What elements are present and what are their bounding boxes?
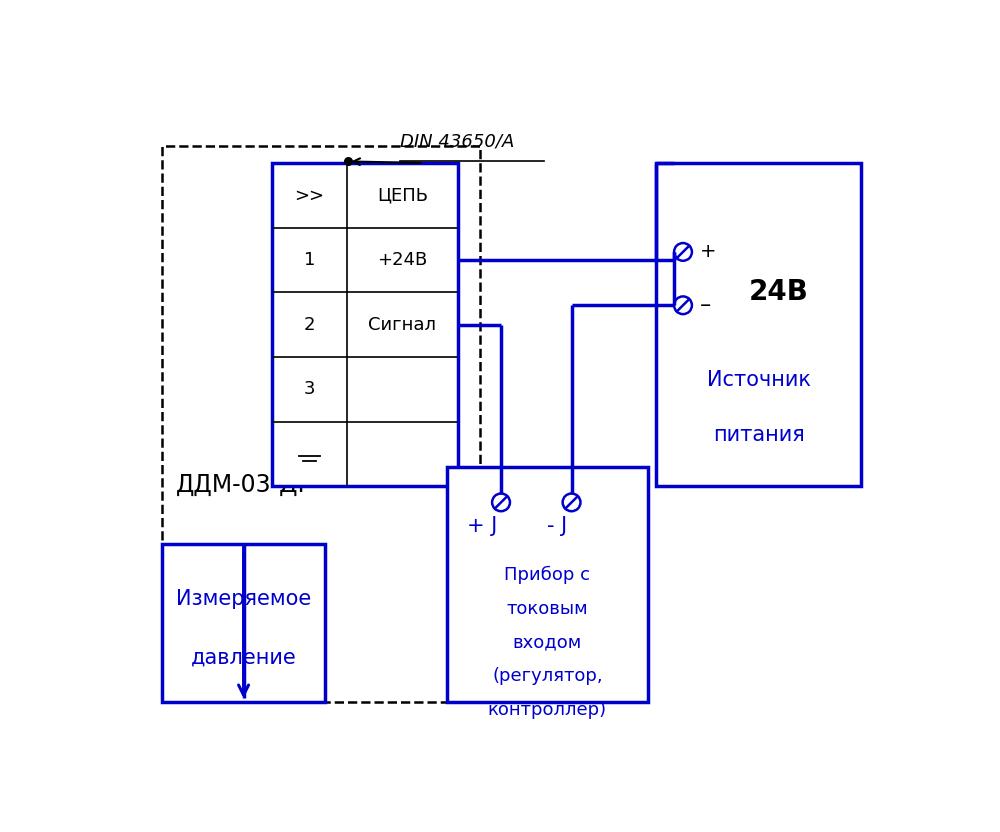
Text: +: + (700, 242, 717, 261)
Text: >>: >> (294, 186, 324, 205)
Text: Измеряемое: Измеряемое (176, 589, 311, 609)
Text: –: – (700, 295, 711, 315)
Bar (162, 146, 480, 702)
Text: Источник: Источник (707, 369, 811, 389)
Bar (656, 163, 861, 487)
Text: входом: входом (513, 633, 582, 651)
Bar (447, 467, 648, 702)
Text: токовым: токовым (507, 600, 588, 617)
Text: 3: 3 (304, 380, 315, 399)
Text: +24В: +24В (377, 251, 428, 269)
Text: 1: 1 (304, 251, 315, 269)
Bar (162, 544, 325, 702)
Text: Сигнал: Сигнал (368, 315, 436, 334)
Text: (регулятор,: (регулятор, (492, 667, 603, 686)
Text: 2: 2 (304, 315, 315, 334)
Text: давление: давление (191, 648, 296, 668)
Text: 24В: 24В (749, 279, 809, 306)
Text: ЦЕПЬ: ЦЕПЬ (377, 186, 428, 205)
Text: питания: питания (713, 424, 804, 444)
Text: Прибор с: Прибор с (504, 566, 590, 584)
Text: ДДМ-03-ДГ: ДДМ-03-ДГ (176, 473, 313, 498)
Text: - J: - J (547, 516, 568, 536)
Text: DIN 43650/A: DIN 43650/A (400, 132, 514, 151)
Text: + J: + J (467, 516, 497, 536)
Text: контроллер): контроллер) (488, 701, 607, 720)
Bar (272, 163, 458, 487)
